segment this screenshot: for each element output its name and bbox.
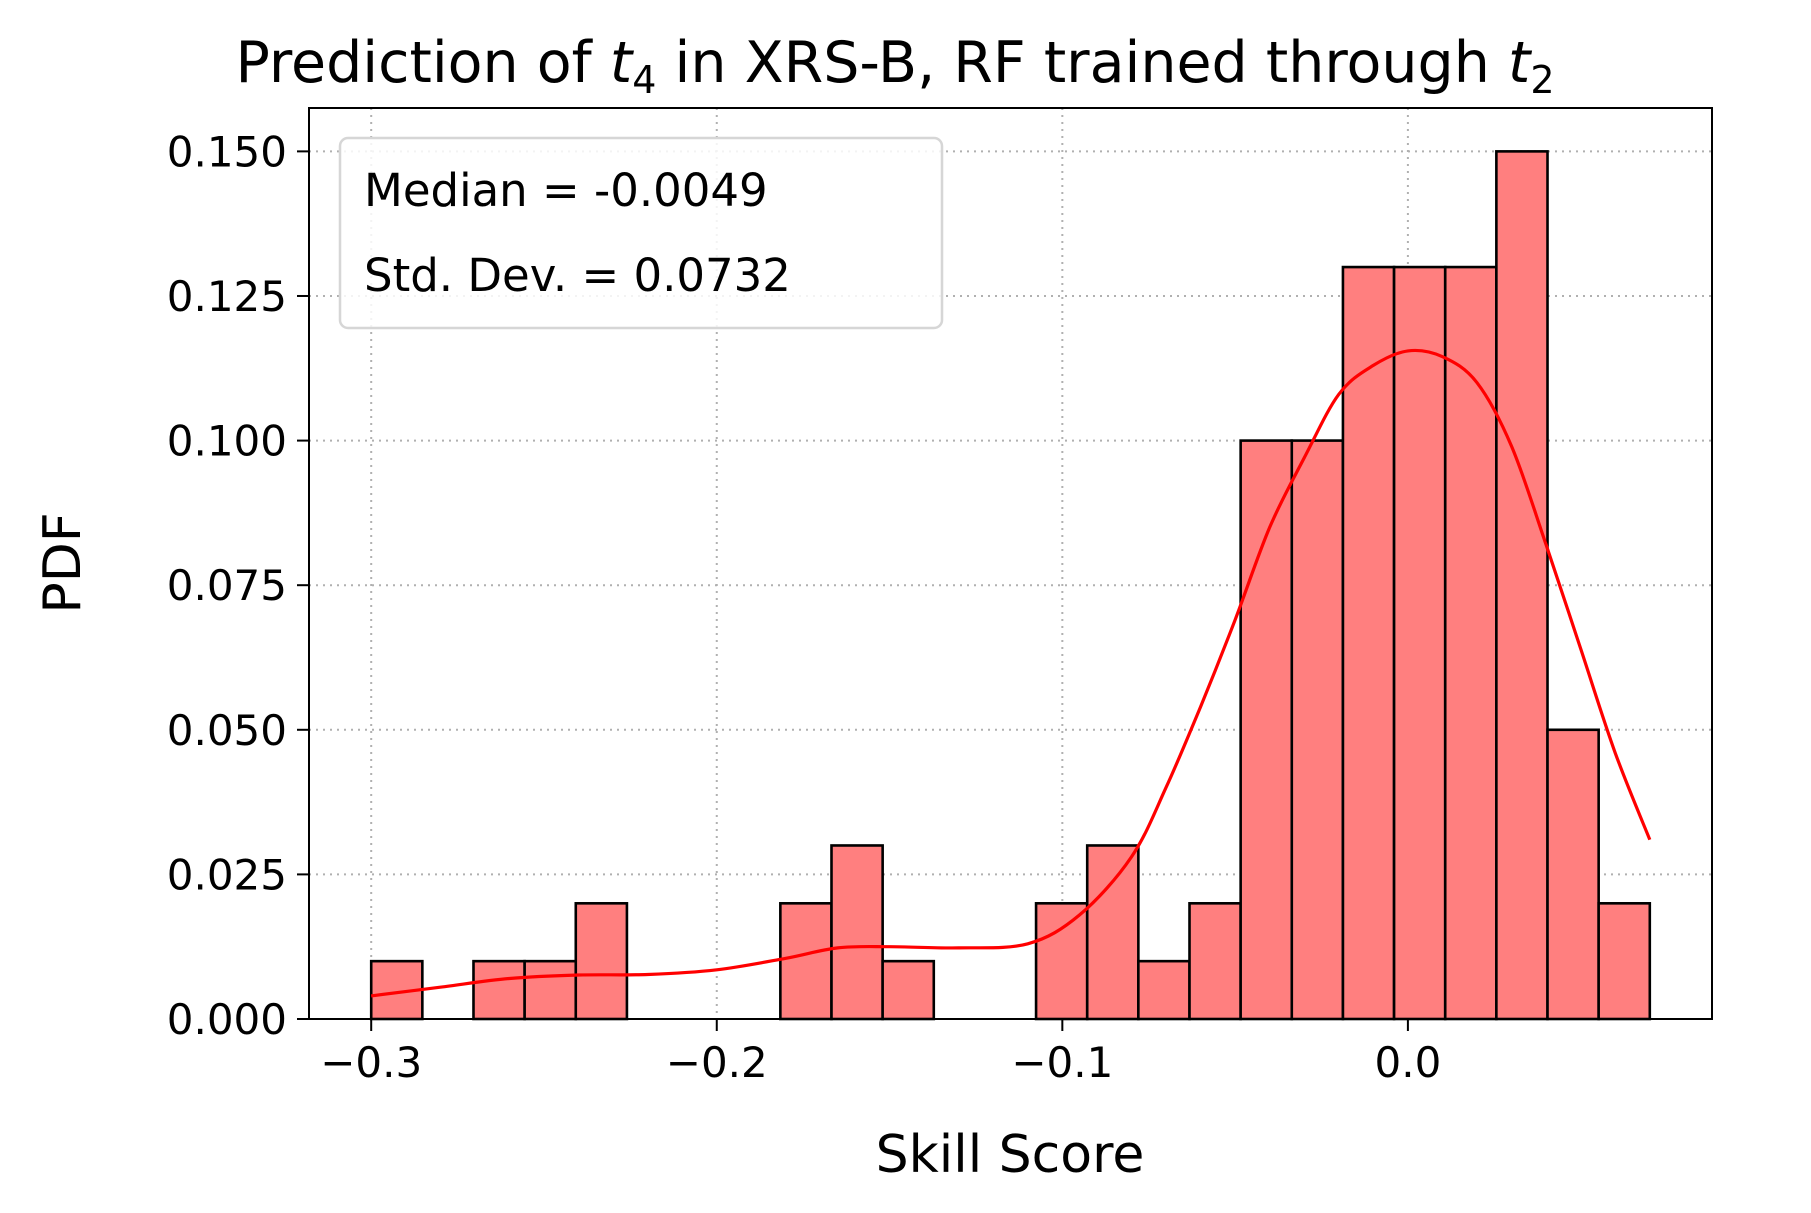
y-tick-label-0: 0.000 bbox=[167, 995, 287, 1044]
histogram-bar-21 bbox=[1443, 265, 1498, 1021]
chart-title-prefix: Prediction of bbox=[236, 30, 610, 96]
chart-title-var2: t bbox=[1508, 30, 1533, 96]
histogram-bar-22 bbox=[1495, 150, 1549, 1021]
y-tick-label-1: 0.025 bbox=[167, 850, 287, 899]
histogram-bars bbox=[369, 150, 1652, 1021]
chart-title: Prediction of t4 in XRS-B, RF trained th… bbox=[236, 30, 1555, 102]
x-tick-label-2: −0.1 bbox=[1011, 1038, 1113, 1087]
histogram-bar-3 bbox=[523, 959, 578, 1021]
histogram-bar-23 bbox=[1546, 728, 1600, 1021]
histogram-bar-10 bbox=[881, 959, 936, 1021]
histogram-bar-20 bbox=[1392, 265, 1447, 1021]
histogram-bar-2 bbox=[472, 959, 526, 1021]
y-tick-label-5: 0.125 bbox=[167, 272, 287, 321]
histogram-bar-24 bbox=[1597, 902, 1652, 1021]
x-axis-label: Skill Score bbox=[876, 1125, 1145, 1185]
legend-box: Median = -0.0049 Std. Dev. = 0.0732 bbox=[338, 136, 944, 330]
y-tick-label-4: 0.100 bbox=[167, 417, 287, 466]
x-tick-label-0: −0.3 bbox=[320, 1038, 422, 1087]
y-tick-label-3: 0.075 bbox=[167, 561, 287, 610]
legend-frame bbox=[338, 136, 944, 330]
histogram-bar-8 bbox=[779, 902, 833, 1021]
chart-title-var1: t bbox=[610, 30, 635, 96]
histogram-bar-16 bbox=[1188, 902, 1242, 1021]
y-tick-label-2: 0.050 bbox=[167, 706, 287, 755]
x-axis-ticks: −0.3 −0.2 −0.1 0.0 bbox=[320, 1019, 1441, 1087]
y-axis-ticks: 0.000 0.025 0.050 0.075 0.100 0.125 0.150 bbox=[167, 127, 309, 1044]
plot-frame bbox=[308, 107, 1713, 1020]
x-tick-label-3: 0.0 bbox=[1375, 1038, 1442, 1087]
y-tick-label-6: 0.150 bbox=[167, 127, 287, 176]
histogram-bar-15 bbox=[1137, 959, 1191, 1021]
x-tick-label-1: −0.2 bbox=[666, 1038, 768, 1087]
y-axis-label: PDF bbox=[33, 512, 93, 613]
median-annotation: Median = -0.0049 bbox=[364, 164, 768, 217]
chart-title-sub1: 4 bbox=[632, 58, 656, 102]
histogram-bar-17 bbox=[1239, 439, 1294, 1021]
std-dev-annotation: Std. Dev. = 0.0732 bbox=[364, 249, 791, 302]
kde-curve bbox=[370, 348, 1652, 998]
histogram-bar-14 bbox=[1085, 844, 1140, 1021]
histogram-bar-19 bbox=[1341, 265, 1396, 1021]
histogram-bar-4 bbox=[574, 902, 629, 1021]
histogram-bar-9 bbox=[830, 844, 884, 1021]
chart-title-middle: in XRS-B, RF trained through bbox=[656, 30, 1508, 96]
chart-title-sub2: 2 bbox=[1530, 58, 1554, 102]
histogram-bar-13 bbox=[1034, 902, 1089, 1021]
histogram-bar-18 bbox=[1290, 439, 1345, 1021]
